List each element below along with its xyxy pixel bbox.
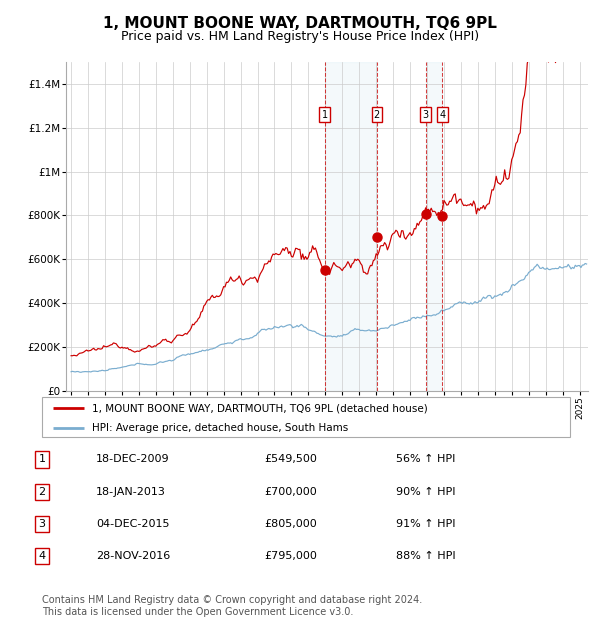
Text: £549,500: £549,500	[264, 454, 317, 464]
Text: 1, MOUNT BOONE WAY, DARTMOUTH, TQ6 9PL: 1, MOUNT BOONE WAY, DARTMOUTH, TQ6 9PL	[103, 16, 497, 30]
Text: 18-DEC-2009: 18-DEC-2009	[96, 454, 170, 464]
Text: £795,000: £795,000	[264, 551, 317, 561]
Text: Contains HM Land Registry data © Crown copyright and database right 2024.
This d: Contains HM Land Registry data © Crown c…	[42, 595, 422, 617]
Text: Price paid vs. HM Land Registry's House Price Index (HPI): Price paid vs. HM Land Registry's House …	[121, 30, 479, 43]
Text: 4: 4	[38, 551, 46, 561]
Text: 04-DEC-2015: 04-DEC-2015	[96, 519, 170, 529]
Text: 1, MOUNT BOONE WAY, DARTMOUTH, TQ6 9PL (detached house): 1, MOUNT BOONE WAY, DARTMOUTH, TQ6 9PL (…	[92, 403, 428, 413]
Text: £700,000: £700,000	[264, 487, 317, 497]
Text: 88% ↑ HPI: 88% ↑ HPI	[396, 551, 455, 561]
Bar	[425, 62, 442, 391]
Text: 3: 3	[422, 110, 429, 120]
Text: 18-JAN-2013: 18-JAN-2013	[96, 487, 166, 497]
Text: 4: 4	[439, 110, 445, 120]
Text: 28-NOV-2016: 28-NOV-2016	[96, 551, 170, 561]
Bar	[325, 62, 377, 391]
Text: 2: 2	[374, 110, 380, 120]
Text: HPI: Average price, detached house, South Hams: HPI: Average price, detached house, Sout…	[92, 423, 349, 433]
Text: 1: 1	[322, 110, 328, 120]
Text: 91% ↑ HPI: 91% ↑ HPI	[396, 519, 455, 529]
Text: 2: 2	[38, 487, 46, 497]
Text: 56% ↑ HPI: 56% ↑ HPI	[396, 454, 455, 464]
Text: 1: 1	[38, 454, 46, 464]
Text: 3: 3	[38, 519, 46, 529]
FancyBboxPatch shape	[42, 397, 570, 437]
Text: £805,000: £805,000	[264, 519, 317, 529]
Text: 90% ↑ HPI: 90% ↑ HPI	[396, 487, 455, 497]
